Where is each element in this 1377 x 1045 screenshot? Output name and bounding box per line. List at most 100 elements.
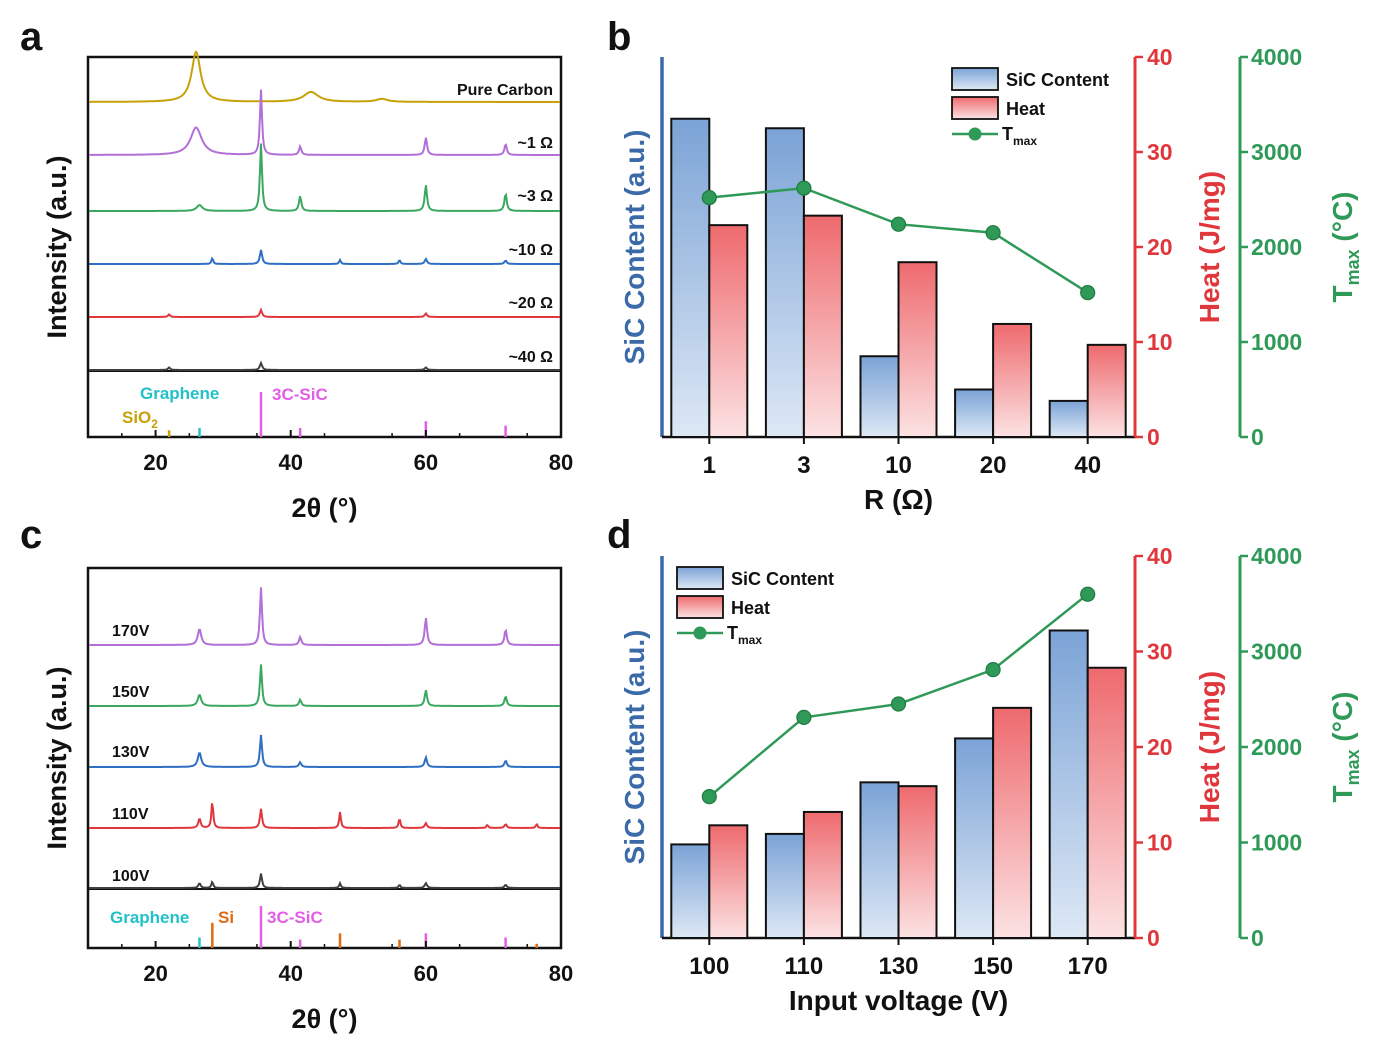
heat-bar bbox=[897, 785, 938, 940]
panel-a: a Pure Carbon ~1 Ω ~3 Ω ~10 Ω ~20 Ω ~40 Ω Graph… bbox=[20, 15, 573, 523]
tmax-tick-label: 2000 bbox=[1251, 734, 1302, 760]
x-tick-label: 170 bbox=[1068, 953, 1108, 980]
tmax-tick-label: 4000 bbox=[1251, 543, 1302, 569]
plot-frame bbox=[86, 55, 563, 439]
heat-tick-label: 30 bbox=[1147, 139, 1173, 165]
tmax-axis-title-tail: (°C) bbox=[1327, 192, 1358, 250]
heat-bar bbox=[708, 824, 749, 939]
heat-tick-label: 10 bbox=[1147, 329, 1173, 355]
panel-c: c 170V 150V 130V 110V 100V Graphene Si 3C-SiC 20 4… bbox=[20, 513, 573, 1034]
x-axis-title: 2θ (°) bbox=[292, 493, 358, 523]
legend-label-tmax: Tmax bbox=[1002, 124, 1037, 148]
x-tick-label: 40 bbox=[278, 961, 302, 986]
tmax-point bbox=[701, 789, 717, 805]
panel-letter: b bbox=[607, 15, 631, 59]
panel-d: d 100 110 130 150 170 Input voltage (V) 0 10 20 30… bbox=[607, 513, 1363, 1016]
sic-content-bar bbox=[954, 737, 995, 940]
tmax-point bbox=[796, 180, 812, 196]
tmax-axis-title-sub: max bbox=[1343, 749, 1363, 785]
legend-label-tmax: Tmax bbox=[727, 623, 762, 647]
sic-content-bar bbox=[670, 843, 711, 939]
y-axis-title: Intensity (a.u.) bbox=[42, 155, 72, 338]
x-tick-label: 110 bbox=[785, 953, 824, 980]
reference-label: Graphene bbox=[140, 384, 219, 403]
tmax-point bbox=[796, 709, 812, 725]
tmax-tick-label: 3000 bbox=[1251, 639, 1302, 665]
reference-label: Graphene bbox=[110, 908, 189, 927]
xrd-trace bbox=[89, 873, 560, 889]
legend-swatch-heat bbox=[676, 595, 724, 619]
xrd-trace bbox=[89, 360, 560, 371]
heat-tick-label: 30 bbox=[1147, 639, 1173, 665]
heat-axis-title: Heat (J/mg) bbox=[1194, 671, 1225, 823]
heat-bar bbox=[802, 214, 843, 438]
x-tick-label: 80 bbox=[549, 450, 573, 475]
legend-swatch-sic bbox=[676, 566, 724, 590]
reference-label-sub: 2 bbox=[151, 417, 158, 431]
x-tick-label: 1 bbox=[703, 452, 716, 479]
sic-content-bar bbox=[764, 127, 805, 438]
trace-label: ~40 Ω bbox=[509, 349, 554, 366]
trace-label: 130V bbox=[112, 744, 150, 761]
heat-bar bbox=[708, 224, 749, 438]
tmax-point bbox=[985, 662, 1001, 678]
tmax-axis-title-sub: max bbox=[1343, 249, 1363, 285]
x-tick-label: 20 bbox=[980, 452, 1007, 479]
x-axis-title: R (Ω) bbox=[864, 484, 933, 515]
sic-axis-title: SiC Content (a.u.) bbox=[619, 130, 650, 365]
heat-tick-label: 10 bbox=[1147, 830, 1173, 856]
x-tick-label: 150 bbox=[973, 953, 1013, 980]
x-tick-label: 20 bbox=[143, 961, 167, 986]
xrd-trace bbox=[89, 143, 560, 212]
x-tick-label: 40 bbox=[1074, 452, 1101, 479]
xrd-trace bbox=[89, 89, 560, 156]
legend-label-sic: SiC Content bbox=[1006, 70, 1109, 90]
xrd-trace bbox=[89, 307, 560, 318]
reference-label: 3C-SiC bbox=[267, 908, 323, 927]
tmax-tick-label: 1000 bbox=[1251, 830, 1302, 856]
heat-bar bbox=[897, 261, 938, 439]
panel-letter: d bbox=[607, 513, 631, 557]
trace-label: ~20 Ω bbox=[509, 295, 554, 312]
sic-content-bar bbox=[670, 117, 711, 438]
heat-bar bbox=[992, 322, 1033, 439]
panel-letter: c bbox=[20, 513, 42, 557]
y-axis-title: Intensity (a.u.) bbox=[42, 666, 72, 849]
tmax-point bbox=[701, 190, 717, 206]
plot-frame bbox=[86, 566, 563, 950]
legend-label-heat: Heat bbox=[731, 598, 770, 618]
sic-content-bar bbox=[859, 355, 900, 438]
heat-bar bbox=[992, 706, 1033, 939]
legend-swatch-heat bbox=[951, 96, 999, 120]
x-axis-title: Input voltage (V) bbox=[789, 985, 1008, 1016]
trace-label: 100V bbox=[112, 868, 150, 885]
tmax-tick-label: 3000 bbox=[1251, 139, 1302, 165]
x-tick-label: 60 bbox=[414, 961, 438, 986]
xrd-trace bbox=[89, 50, 560, 103]
x-tick-label: 40 bbox=[278, 450, 302, 475]
tmax-point bbox=[1080, 586, 1096, 602]
heat-bar bbox=[802, 810, 843, 939]
tmax-tick-label: 0 bbox=[1251, 424, 1264, 450]
legend-label-sic: SiC Content bbox=[731, 569, 834, 589]
sic-content-bar bbox=[859, 781, 900, 940]
xrd-trace bbox=[89, 249, 560, 265]
legend-label-tmax-sub: max bbox=[1013, 134, 1037, 148]
x-tick-label: 100 bbox=[689, 953, 729, 980]
tmax-axis-title: Tmax (°C) bbox=[1327, 192, 1363, 303]
tmax-point bbox=[890, 696, 907, 712]
legend-label-heat: Heat bbox=[1006, 99, 1045, 119]
x-tick-label: 3 bbox=[797, 452, 810, 479]
sic-content-bar bbox=[764, 832, 805, 940]
trace-label: ~1 Ω bbox=[517, 135, 553, 152]
reference-label: Si bbox=[218, 908, 234, 927]
legend-swatch-tmax-point bbox=[968, 127, 982, 141]
heat-tick-label: 0 bbox=[1147, 424, 1160, 450]
sic-axis-title: SiC Content (a.u.) bbox=[619, 630, 650, 865]
tmax-tick-label: 4000 bbox=[1251, 44, 1302, 70]
tmax-tick-label: 2000 bbox=[1251, 234, 1302, 260]
reference-label: SiO2 bbox=[122, 408, 158, 431]
tmax-axis-title: Tmax (°C) bbox=[1327, 692, 1363, 803]
trace-label: ~10 Ω bbox=[509, 242, 554, 259]
